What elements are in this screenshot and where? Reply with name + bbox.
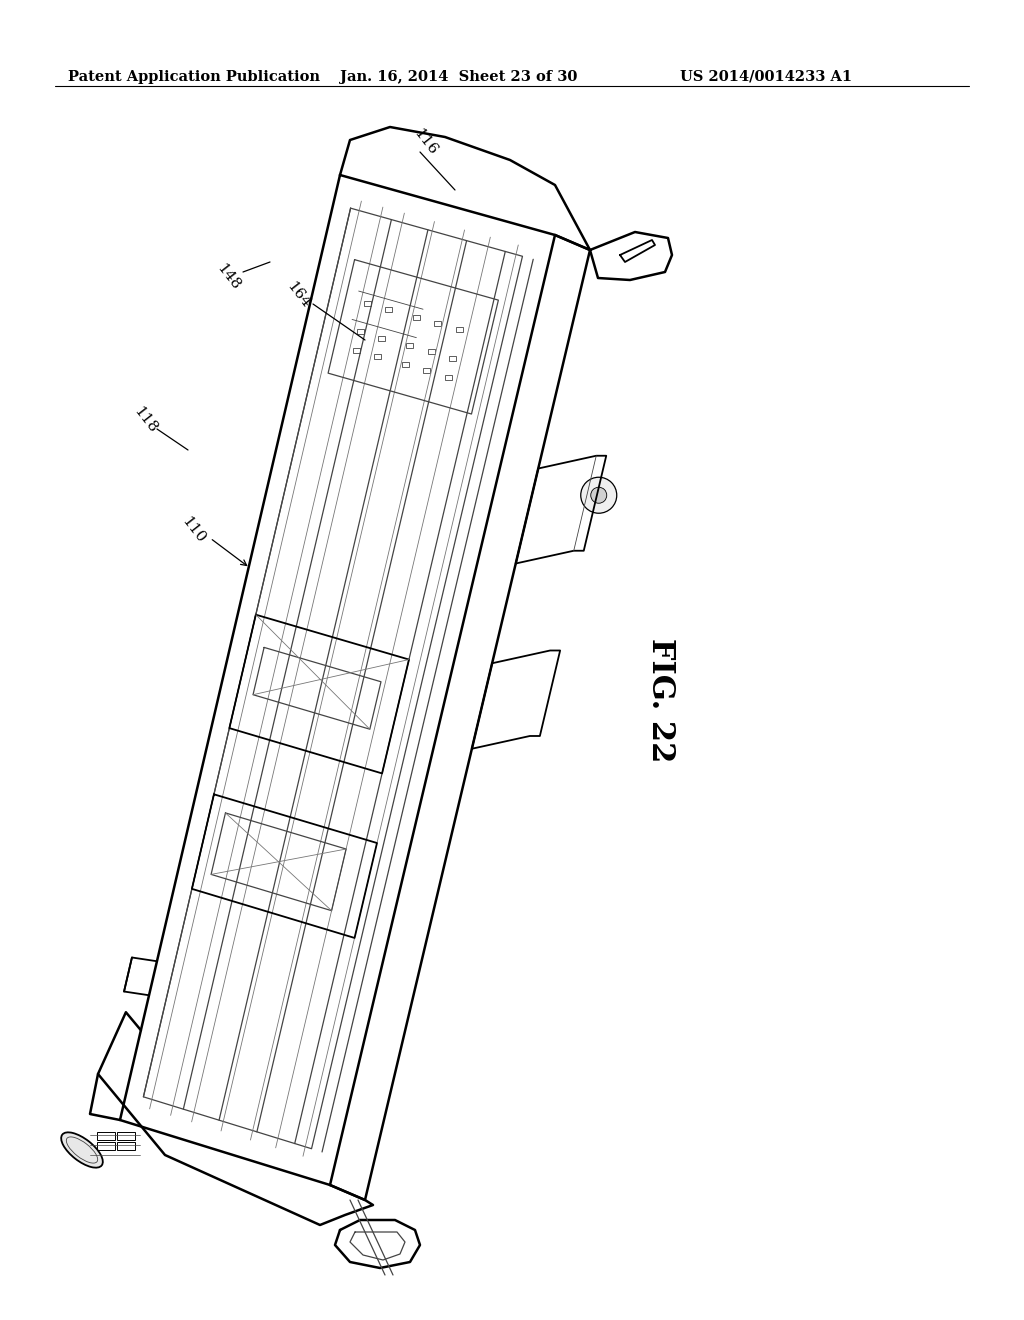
Bar: [423, 368, 430, 374]
Ellipse shape: [61, 1133, 102, 1168]
Text: Patent Application Publication: Patent Application Publication: [68, 70, 319, 83]
Circle shape: [581, 478, 616, 513]
Bar: [374, 355, 381, 359]
Bar: [352, 348, 359, 354]
Text: Jan. 16, 2014  Sheet 23 of 30: Jan. 16, 2014 Sheet 23 of 30: [340, 70, 578, 83]
Text: 116: 116: [411, 127, 439, 158]
Circle shape: [591, 487, 607, 503]
Bar: [117, 1133, 135, 1140]
Bar: [407, 343, 414, 348]
Bar: [385, 308, 392, 312]
Bar: [413, 315, 420, 319]
Bar: [379, 335, 385, 341]
Text: 110: 110: [178, 515, 208, 546]
Bar: [357, 330, 365, 334]
Bar: [450, 355, 456, 360]
Bar: [364, 301, 371, 306]
Bar: [444, 375, 452, 380]
Text: 164: 164: [284, 279, 312, 310]
Text: 148: 148: [214, 261, 243, 293]
Bar: [97, 1142, 115, 1150]
Text: FIG. 22: FIG. 22: [644, 638, 676, 762]
Bar: [456, 327, 463, 333]
Bar: [117, 1142, 135, 1150]
Bar: [428, 350, 435, 355]
Text: 118: 118: [130, 404, 160, 436]
Bar: [434, 321, 441, 326]
Bar: [401, 363, 409, 367]
Bar: [97, 1133, 115, 1140]
Text: US 2014/0014233 A1: US 2014/0014233 A1: [680, 70, 852, 83]
